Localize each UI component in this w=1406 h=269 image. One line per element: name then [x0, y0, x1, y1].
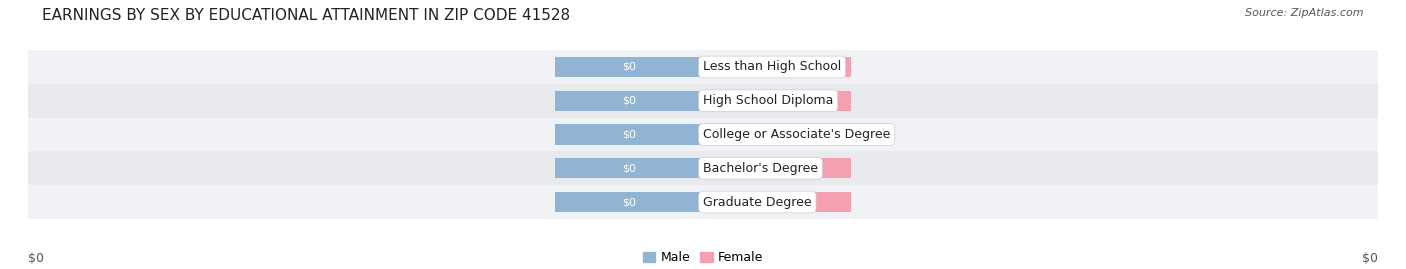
- Bar: [703, 91, 852, 111]
- Text: $0: $0: [621, 163, 636, 173]
- Text: $0: $0: [621, 62, 636, 72]
- Bar: [554, 91, 703, 111]
- Bar: [554, 158, 703, 178]
- Text: EARNINGS BY SEX BY EDUCATIONAL ATTAINMENT IN ZIP CODE 41528: EARNINGS BY SEX BY EDUCATIONAL ATTAINMEN…: [42, 8, 571, 23]
- Text: Less than High School: Less than High School: [703, 61, 841, 73]
- Bar: [703, 158, 852, 178]
- Text: Graduate Degree: Graduate Degree: [703, 196, 811, 208]
- Bar: [28, 50, 1378, 84]
- Bar: [554, 192, 703, 212]
- Bar: [28, 118, 1378, 151]
- Text: $0: $0: [770, 197, 785, 207]
- Text: Bachelor's Degree: Bachelor's Degree: [703, 162, 818, 175]
- Text: $0: $0: [621, 96, 636, 106]
- Bar: [28, 151, 1378, 185]
- Text: $0: $0: [621, 197, 636, 207]
- Bar: [703, 124, 852, 145]
- Bar: [703, 57, 852, 77]
- Text: $0: $0: [770, 96, 785, 106]
- Bar: [554, 124, 703, 145]
- Text: $0: $0: [621, 129, 636, 140]
- Bar: [703, 192, 852, 212]
- Text: $0: $0: [770, 129, 785, 140]
- Bar: [554, 57, 703, 77]
- Text: High School Diploma: High School Diploma: [703, 94, 834, 107]
- Text: College or Associate's Degree: College or Associate's Degree: [703, 128, 890, 141]
- Bar: [28, 84, 1378, 118]
- Text: $0: $0: [28, 252, 44, 265]
- Legend: Male, Female: Male, Female: [638, 246, 768, 269]
- Bar: [28, 185, 1378, 219]
- Text: $0: $0: [770, 163, 785, 173]
- Text: $0: $0: [770, 62, 785, 72]
- Text: Source: ZipAtlas.com: Source: ZipAtlas.com: [1246, 8, 1364, 18]
- Text: $0: $0: [1362, 252, 1378, 265]
